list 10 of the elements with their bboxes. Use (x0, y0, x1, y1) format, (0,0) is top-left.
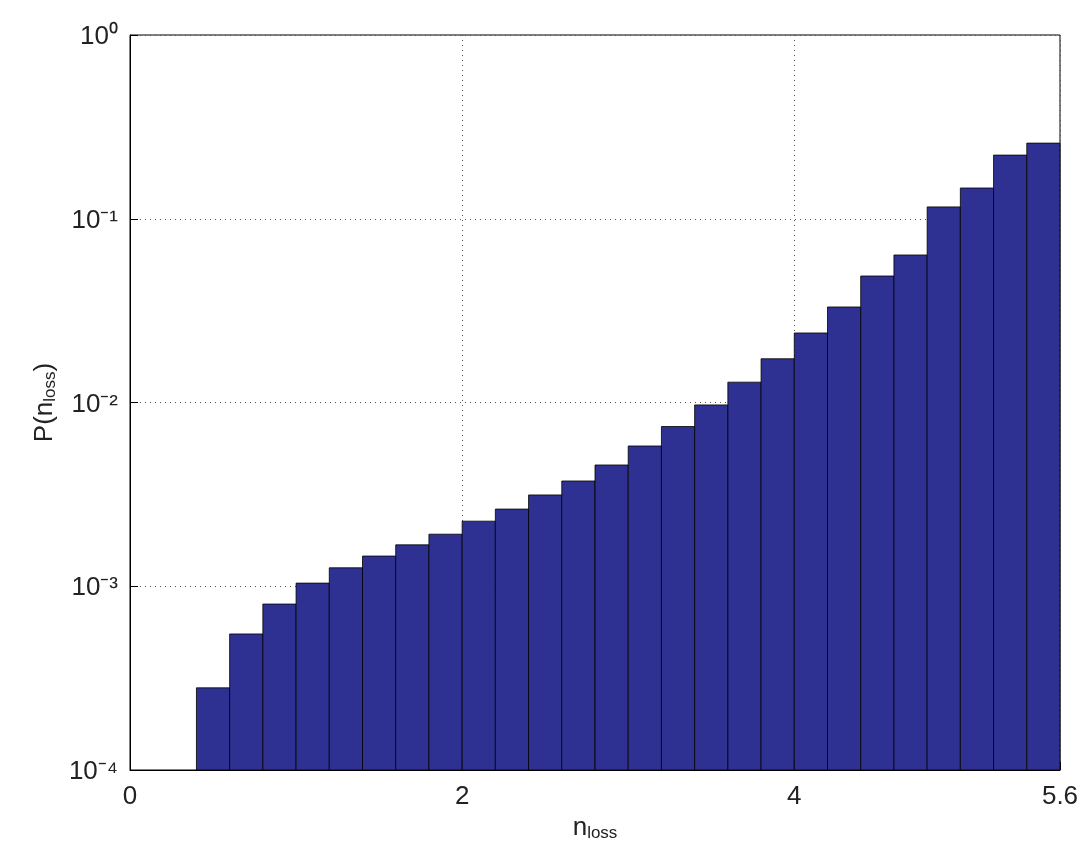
x-tick-label: 0 (122, 780, 138, 810)
y-tick-label: 10⁻³ (71, 571, 119, 602)
y-tick-label: 10⁰ (80, 20, 118, 50)
x-tick-label: 2 (454, 780, 470, 810)
y-tick-label: 10⁻¹ (71, 203, 119, 234)
y-tick-label: 10⁻² (71, 387, 119, 418)
x-tick-label: 4 (787, 780, 802, 810)
x-tick-label: 5.6 (1041, 780, 1079, 810)
y-tick-label: 10⁻⁴ (68, 755, 118, 785)
y-axis-title: P(nloss) (27, 362, 60, 443)
